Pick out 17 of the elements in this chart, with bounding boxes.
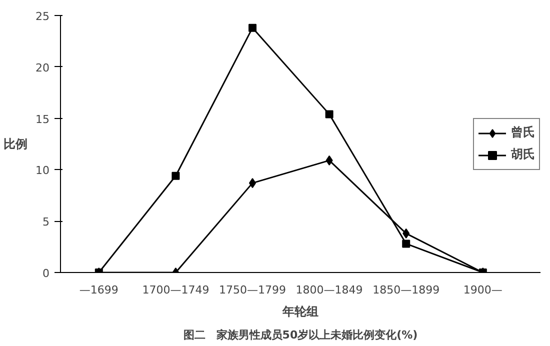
y-tick-label: 0 [42,267,50,280]
x-tick-label: —1699 [79,284,118,296]
y-tick-label: 25 [36,10,50,23]
legend-label: 胡氏 [511,146,535,163]
y-tick-label: 5 [42,216,50,229]
y-tick-label: 10 [36,164,50,178]
legend-label: 曾氏 [511,124,535,141]
y-axis-title: 比例 [4,137,28,151]
y-tick-label: 15 [36,112,50,126]
x-axis-title: 年轮组 [282,304,318,318]
x-tick-label: 1850—1899 [372,284,440,296]
x-tick-label: 1800—1849 [296,284,363,296]
x-tick-label: 1750—1799 [219,284,286,296]
y-tick-label: 20 [36,61,50,74]
x-tick-label: 1900— [463,284,502,296]
x-tick-label: 1700—1749 [142,284,210,296]
text: 图二 家族男性成员50岁以上未婚比例变化(%) [183,328,418,342]
